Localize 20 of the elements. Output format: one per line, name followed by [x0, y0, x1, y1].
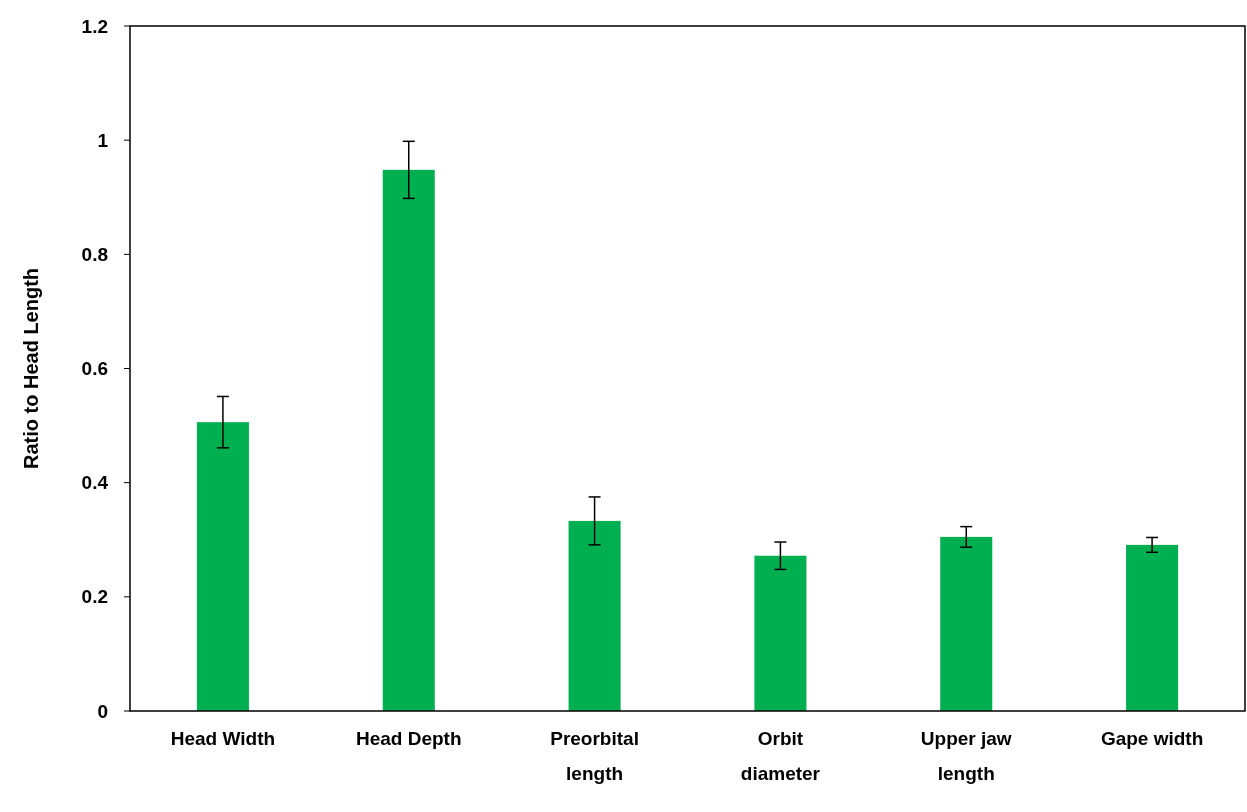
bar — [196, 422, 249, 711]
y-tick-label: 0.6 — [81, 358, 108, 380]
x-tick-label: Head Width — [170, 728, 276, 749]
x-tick-label: Preorbital length — [550, 728, 639, 784]
y-tick-label: 0.4 — [81, 472, 109, 494]
y-tick-label: 0 — [97, 700, 108, 722]
y-tick-label: 0.2 — [81, 586, 108, 608]
bar — [1126, 544, 1179, 711]
x-tick-label: Gape width — [1100, 728, 1204, 749]
y-tick-label: 0.8 — [81, 243, 108, 265]
x-tick-label: Head Depth — [355, 728, 462, 749]
bar — [568, 520, 621, 711]
bar — [382, 169, 435, 711]
bar — [940, 536, 993, 711]
bar — [754, 555, 807, 711]
y-axis-title: Ratio to Head Length — [20, 267, 42, 470]
x-tick-label: Orbit diameter — [740, 728, 821, 784]
y-tick-label: 1.2 — [81, 15, 108, 37]
x-tick-label: Upper jaw length — [920, 728, 1012, 784]
y-tick-label: 1 — [97, 129, 109, 151]
